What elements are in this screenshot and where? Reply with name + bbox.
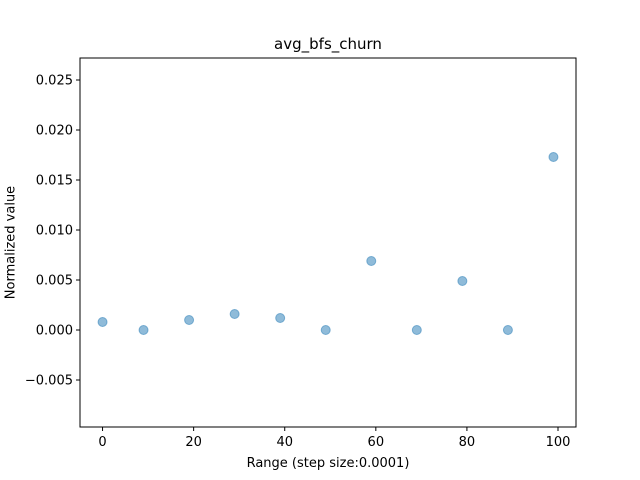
x-tick-label: 80: [459, 435, 476, 450]
x-axis-ticks: 0 20 40 60 80 100: [98, 427, 570, 450]
x-tick-label: 100: [546, 435, 571, 450]
x-tick-label: 60: [368, 435, 385, 450]
y-tick-label: 0.005: [36, 274, 73, 289]
axes-frame: [79, 57, 577, 428]
y-axis-ticks: −0.005 0.000 0.005 0.010 0.015 0.020 0.025: [25, 74, 80, 389]
data-point: [229, 309, 240, 319]
data-point: [411, 325, 422, 335]
y-tick-label: 0.010: [36, 224, 73, 239]
y-tick-label: 0.015: [36, 174, 73, 189]
y-tick-label: 0.020: [36, 124, 73, 139]
y-tick-label: −0.005: [25, 374, 73, 389]
data-points: [97, 152, 559, 335]
data-point: [320, 325, 331, 335]
y-tick-label: 0.025: [36, 74, 73, 89]
data-point: [184, 315, 195, 325]
data-point: [366, 256, 377, 266]
data-point: [275, 313, 286, 323]
y-tick-label: 0.000: [36, 324, 73, 339]
x-axis-label: Range (step size:0.0001): [247, 456, 410, 471]
data-point: [138, 325, 149, 335]
data-point: [97, 317, 108, 327]
data-point: [548, 152, 559, 162]
data-point: [502, 325, 513, 335]
data-point: [457, 276, 468, 286]
y-axis-label: Normalized value: [4, 186, 19, 299]
x-tick-label: 40: [276, 435, 293, 450]
x-tick-label: 20: [185, 435, 202, 450]
chart-title: avg_bfs_churn: [274, 35, 382, 54]
x-tick-label: 0: [98, 435, 106, 450]
